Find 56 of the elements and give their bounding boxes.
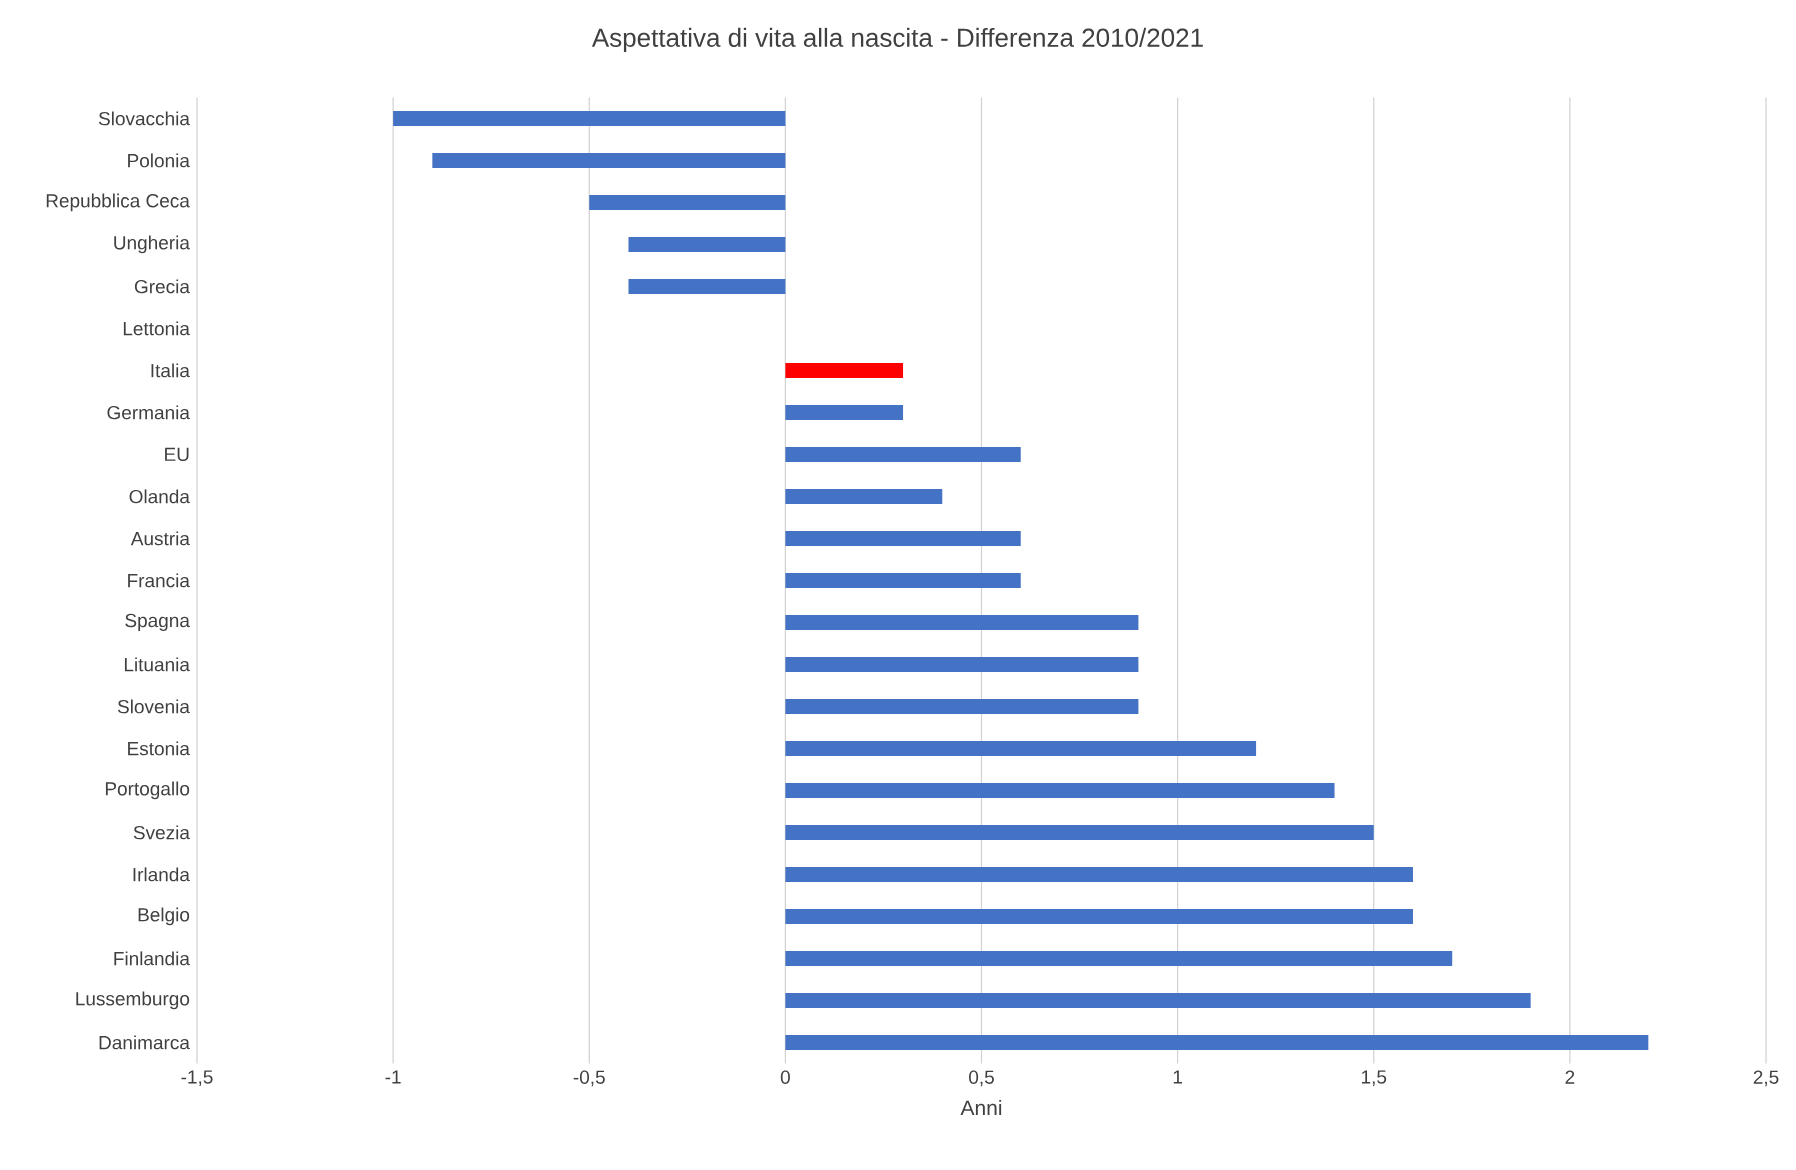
bar: [785, 740, 1257, 756]
bar: [785, 530, 1021, 546]
bar: [393, 110, 786, 126]
bar: [785, 488, 943, 504]
y-tick-label: Finlandia: [114, 951, 190, 966]
y-tick-label: Grecia: [134, 279, 190, 294]
bar: [785, 824, 1374, 840]
x-axis-title: Anni: [960, 1099, 1002, 1116]
y-tick-label: Austria: [130, 531, 190, 546]
bar: [785, 362, 904, 378]
x-tick-label: 2: [1565, 1070, 1575, 1084]
y-tick-label: Repubblica Ceca: [46, 193, 190, 212]
bar: [628, 236, 786, 252]
x-tick-label: -0,5: [573, 1070, 605, 1087]
y-tick-label: Portogallo: [105, 781, 190, 800]
y-tick-label: Francia: [128, 573, 190, 588]
y-tick-label: Lussemburgo: [76, 991, 190, 1010]
y-tick-label: Lettonia: [123, 321, 190, 336]
bar: [785, 950, 1453, 966]
y-tick-label: Lituania: [124, 657, 190, 672]
y-tick-label: Svezia: [133, 825, 190, 840]
y-tick-label: Ungheria: [114, 235, 190, 254]
y-tick-label: Olanda: [129, 489, 190, 504]
chart-title: Aspettativa di vita alla nascita - Differenza 2010/2021: [591, 27, 1203, 53]
bar: [785, 1034, 1649, 1050]
y-tick-label: Italia: [151, 363, 190, 378]
y-tick-label: Danimarca: [99, 1035, 190, 1050]
x-tick-label: 1,5: [1361, 1070, 1387, 1086]
y-tick-label: Irlanda: [133, 867, 190, 882]
y-tick-label: Spagna: [125, 613, 190, 631]
x-tick-label: 0: [780, 1070, 790, 1084]
y-tick-label: Belgio: [138, 907, 190, 926]
x-tick-label: 0,5: [969, 1070, 994, 1087]
bar: [785, 572, 1021, 588]
y-tick-label: Slovacchia: [98, 111, 190, 126]
bar: [785, 656, 1139, 672]
bar: [785, 992, 1531, 1008]
x-tick-label: 2,5: [1753, 1070, 1779, 1087]
bar: [785, 446, 1021, 462]
bar: [785, 404, 904, 420]
x-tick-label: -1: [385, 1070, 401, 1084]
bar: [785, 866, 1413, 882]
y-tick-label: Slovenia: [117, 699, 190, 714]
bar: [785, 782, 1335, 798]
bar: [785, 614, 1139, 630]
bar: [432, 152, 786, 168]
bar: [628, 278, 786, 294]
y-tick-label: Estonia: [128, 741, 190, 756]
y-tick-label: Polonia: [128, 153, 190, 168]
y-tick-label: Germania: [107, 405, 190, 420]
x-tick-label: -1,5: [181, 1070, 213, 1086]
x-tick-label: 1: [1173, 1070, 1182, 1084]
y-tick-label: EU: [165, 447, 189, 462]
bar: [785, 908, 1413, 924]
bar: [589, 194, 786, 210]
bar: [785, 698, 1139, 714]
